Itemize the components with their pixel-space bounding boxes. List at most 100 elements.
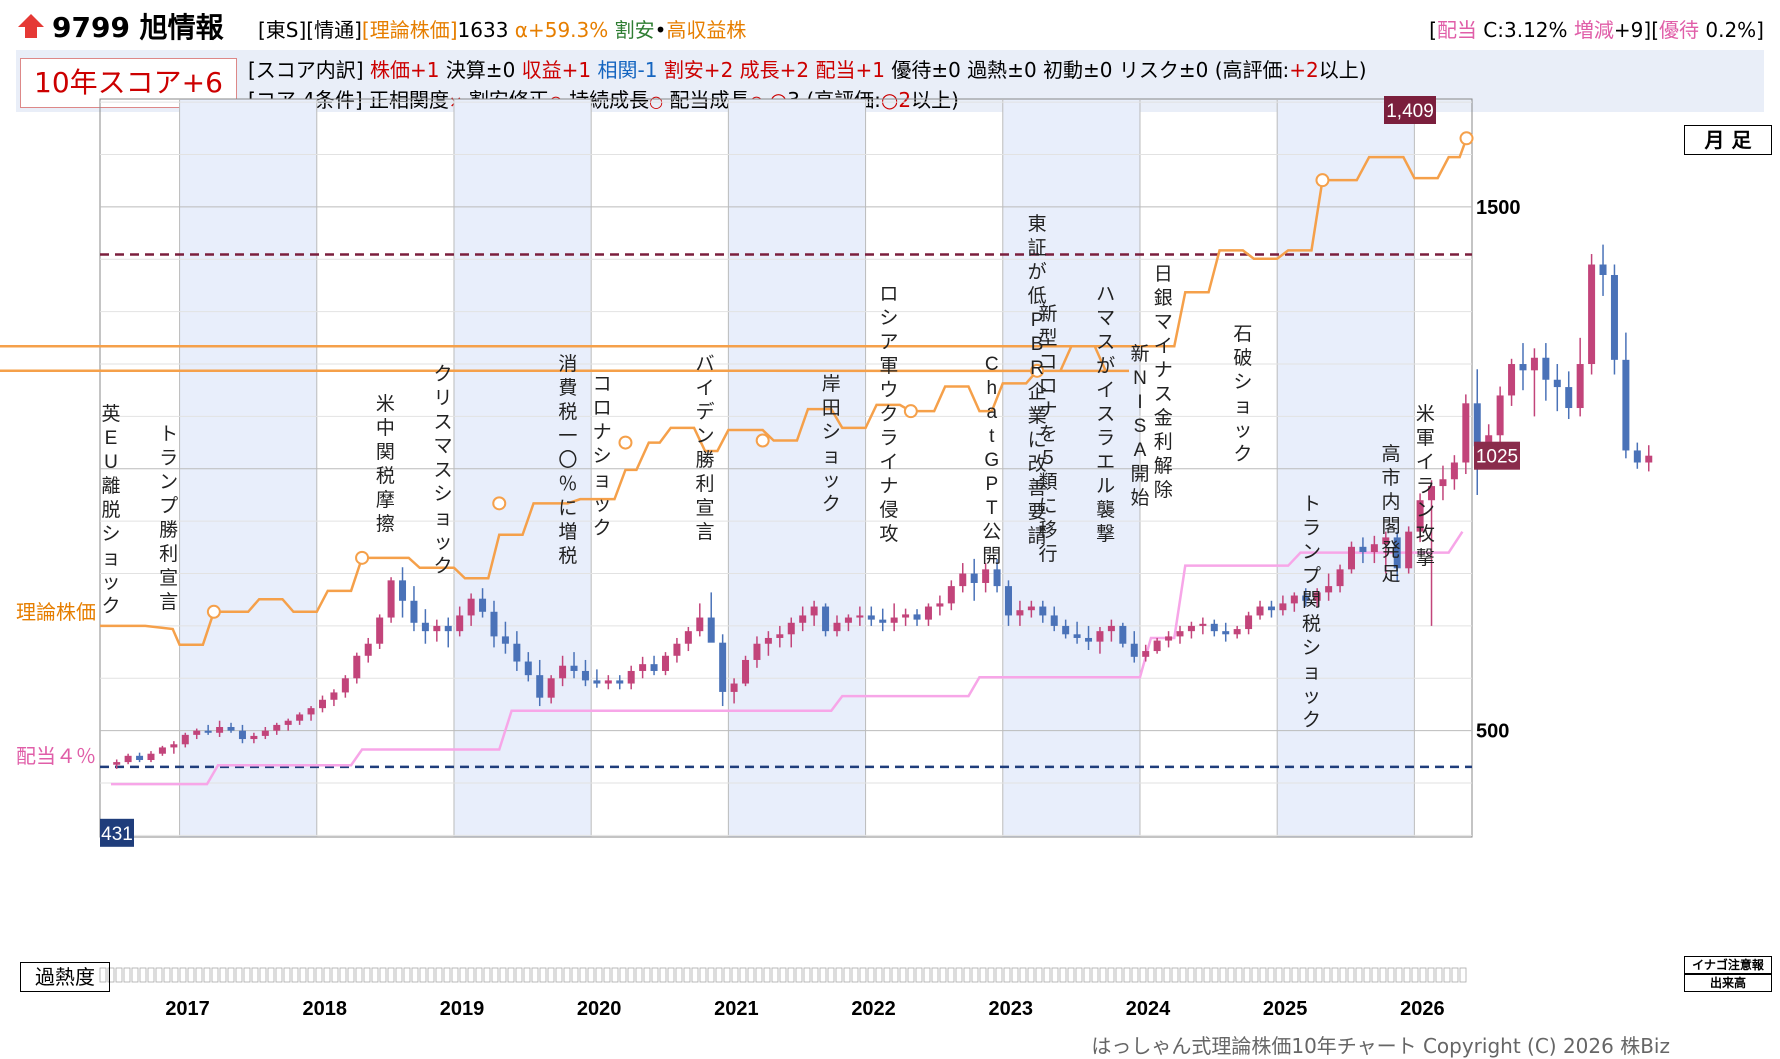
overheat-cell (1427, 967, 1435, 983)
timeframe-monthly-button[interactable]: 月 足 (1684, 125, 1772, 155)
candle-body (730, 683, 738, 692)
overheat-cell (955, 967, 963, 983)
undervalued-tag: 割安 (614, 18, 655, 42)
candle-body (1130, 643, 1138, 657)
overheat-cell (131, 967, 139, 983)
overheat-cell (667, 967, 675, 983)
overheat-cell (899, 967, 907, 983)
overheat-cell (211, 967, 219, 983)
overheat-cell (771, 967, 779, 983)
overheat-cell (851, 967, 859, 983)
overheat-cell (1267, 967, 1275, 983)
overheat-cell (1451, 967, 1459, 983)
candle-body (513, 643, 521, 662)
candle-body (467, 598, 475, 616)
yutai-value: 0.2%] (1705, 18, 1764, 42)
event-annotation: 英 E U 離脱ショック (101, 403, 120, 617)
overheat-label: 過熱度 (20, 962, 110, 992)
score-item: 収益+1 (521, 58, 598, 82)
candle-body (1565, 387, 1573, 409)
overheat-cell (923, 967, 931, 983)
candle-body (913, 614, 921, 620)
overheat-cell (475, 967, 483, 983)
candle-body (753, 643, 761, 660)
event-annotation: 石破ショック (1233, 324, 1252, 465)
overheat-cell (107, 967, 115, 983)
candle-body (376, 617, 384, 644)
candle-body (113, 762, 121, 765)
candle-body (1633, 450, 1641, 463)
candle-body (181, 734, 189, 745)
dividend-label: 配当 (1436, 18, 1477, 42)
market-tags: [東S][情通] (258, 18, 362, 42)
overheat-cell (883, 967, 891, 983)
overheat-cell (403, 967, 411, 983)
candle-body (639, 664, 647, 671)
score-breakdown-label: [スコア内訳] (248, 58, 364, 82)
candle-body (1199, 623, 1207, 626)
score-item: 初動±0 (1043, 58, 1119, 82)
overheat-cell (1107, 967, 1115, 983)
candle-body (1599, 264, 1607, 275)
overheat-cell (571, 967, 579, 983)
score-item: 優待±0 (891, 58, 968, 82)
dividend-legend: 配当４％ (16, 744, 96, 768)
candle-body (238, 730, 246, 740)
candle-body (1576, 364, 1584, 409)
overheat-cell (715, 967, 723, 983)
candle-body (1085, 637, 1093, 642)
inago-alert-box: イナゴ注意報 (1684, 956, 1772, 974)
candle-body (1336, 569, 1344, 587)
candle-body (616, 680, 624, 684)
overheat-cell (283, 967, 291, 983)
candle-body (501, 636, 509, 644)
score-breakdown: [スコア内訳] 株価+1 決算±0 収益+1 相関-1 割安+2 成長+2 配当… (248, 54, 1367, 83)
candle-body (810, 606, 818, 616)
theory-price-line (0, 137, 1468, 647)
overheat-cell (459, 967, 467, 983)
dividend-change-value: +9] (1613, 18, 1652, 42)
candle-body (1302, 595, 1310, 601)
overheat-cell (635, 967, 643, 983)
candle-body (1233, 629, 1241, 635)
x-tick-label: 2024 (1126, 998, 1171, 1020)
overheat-cell (171, 967, 179, 983)
overheat-cell (1211, 967, 1219, 983)
score-item: 決算±0 (445, 58, 522, 82)
year-shade (728, 99, 866, 837)
candle-body (787, 622, 795, 635)
candle-body (993, 569, 1001, 587)
candle-body (1050, 615, 1058, 626)
candle-body (856, 615, 864, 618)
candle-body (1142, 651, 1150, 657)
overheat-cell (435, 967, 443, 983)
theory-price-label: [理論株価] (361, 18, 458, 42)
overheat-cell (1339, 967, 1347, 983)
candle-body (1359, 546, 1367, 553)
event-annotation: ロシア軍ウクライナ侵攻 (879, 284, 898, 545)
candle-body (570, 665, 578, 671)
overheat-cell (1147, 967, 1155, 983)
candle-body (1107, 625, 1115, 632)
overheat-cell (1459, 967, 1467, 983)
candle-body (1267, 606, 1275, 611)
event-annotation: 岸田ショック (822, 373, 841, 515)
overheat-cell (483, 967, 491, 983)
overheat-cell (627, 967, 635, 983)
candle-body (1485, 435, 1493, 447)
overheat-cell (203, 967, 211, 983)
candle-body (1347, 546, 1355, 570)
candle-body (421, 622, 429, 632)
overheat-cell (907, 967, 915, 983)
overheat-cell (499, 967, 507, 983)
overheat-cell (619, 967, 627, 983)
score-items: 株価+1 決算±0 収益+1 相関-1 割安+2 成長+2 配当+1 優待±0 … (370, 58, 1215, 82)
overheat-cell (931, 967, 939, 983)
candle-body (1473, 403, 1481, 447)
score-threshold-open: (高評価: (1214, 58, 1290, 82)
overheat-cell (1355, 967, 1363, 983)
candle-body (604, 680, 612, 684)
candle-body (216, 727, 224, 733)
candle-body (947, 586, 955, 604)
candle-body (1542, 357, 1550, 380)
